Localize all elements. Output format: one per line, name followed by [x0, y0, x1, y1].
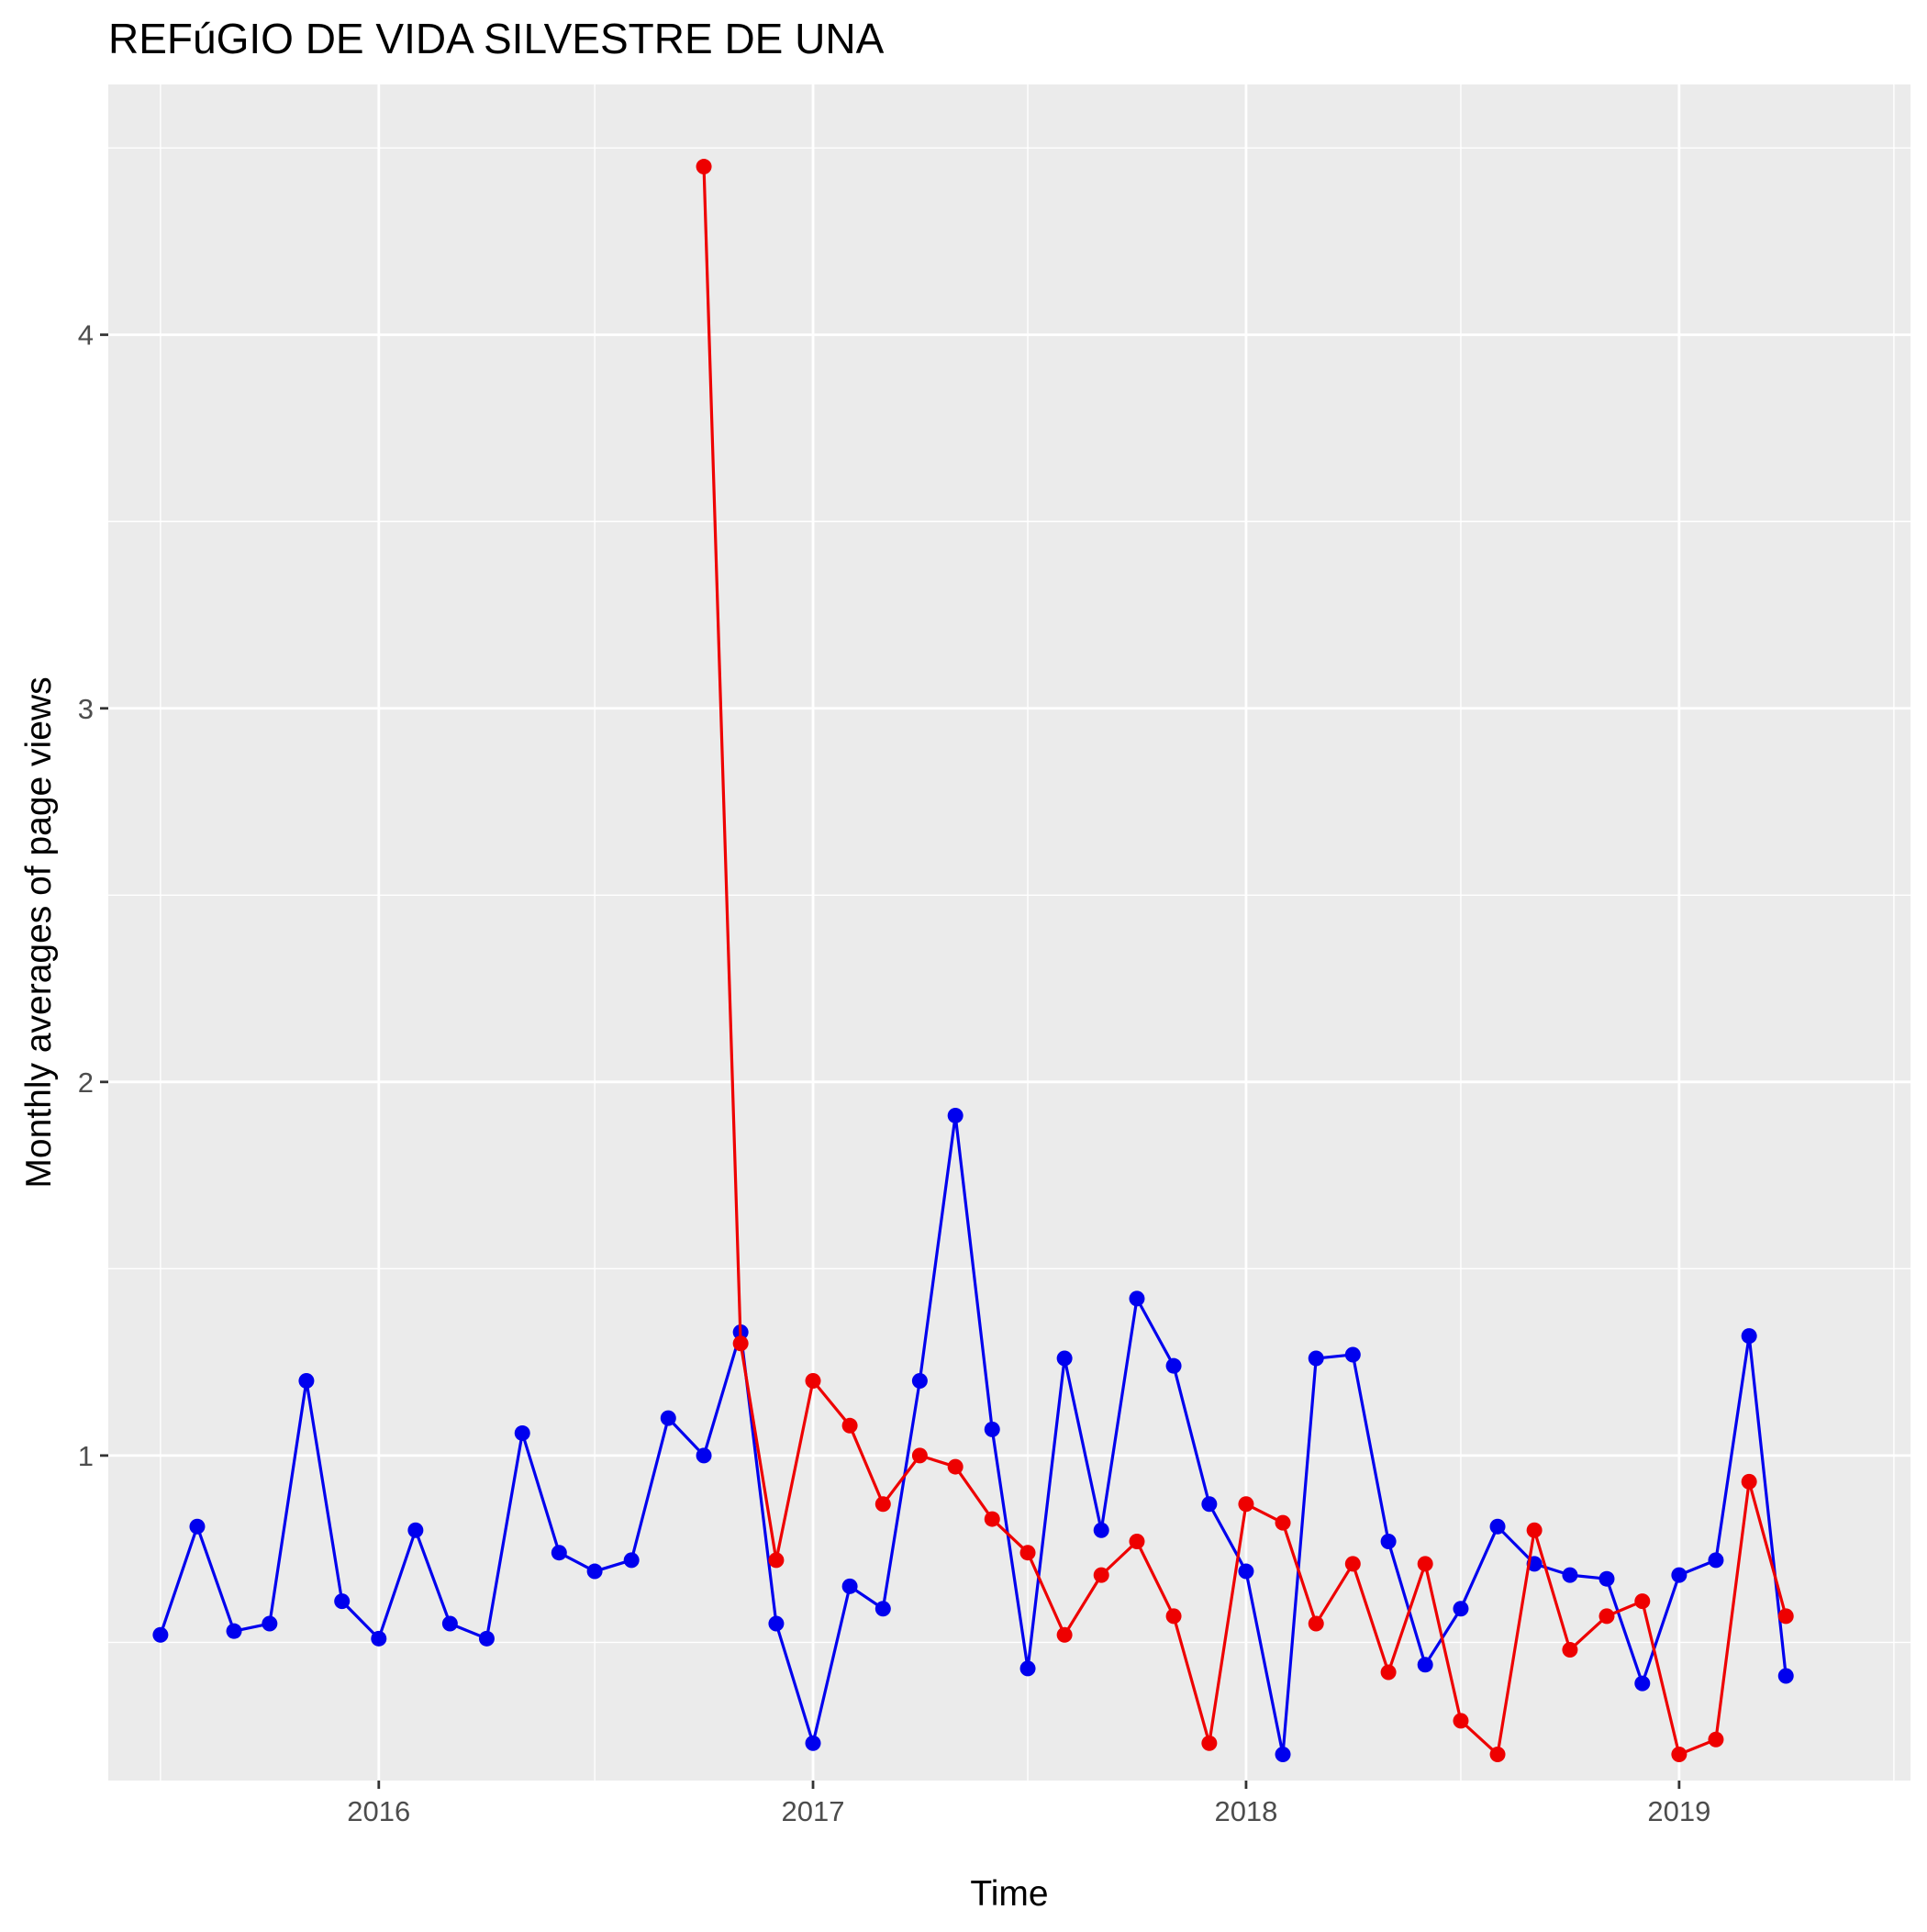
x-axis-title: Time [970, 1874, 1048, 1914]
series-2-point [874, 1496, 891, 1513]
y-tick-label: 2 [78, 1067, 94, 1099]
series-1-point [1489, 1518, 1506, 1535]
series-2-point [1489, 1747, 1506, 1763]
series-1-point [441, 1615, 458, 1632]
series-2-point [1019, 1545, 1036, 1561]
series-1-point [874, 1601, 891, 1617]
series-2-point [1165, 1608, 1182, 1625]
series-1-point [586, 1563, 603, 1580]
major-gridlines [108, 84, 1910, 1781]
series-1-point [1344, 1346, 1361, 1363]
series-2-point [1741, 1473, 1757, 1490]
series-1-point [623, 1552, 640, 1569]
series-1-point [768, 1615, 785, 1632]
series-1-point [298, 1372, 315, 1389]
series-2-point [1201, 1735, 1218, 1751]
series-2-point [1562, 1642, 1578, 1658]
series-2-point [768, 1552, 785, 1569]
x-axis-tick-labels: 2016 2017 2018 2019 [347, 1795, 1710, 1827]
y-tick-label: 4 [78, 319, 94, 352]
series-1-point [1093, 1522, 1109, 1538]
series-1-point [984, 1421, 1000, 1437]
series-1-point [1165, 1357, 1182, 1374]
series-2-point [841, 1417, 858, 1434]
series-1-line [159, 1113, 1788, 1757]
series-2-point [1634, 1593, 1651, 1610]
series-1-point [911, 1372, 928, 1389]
series-2-point [1777, 1608, 1794, 1625]
series-2-point [1417, 1556, 1433, 1572]
series-1-point [1308, 1350, 1324, 1367]
series-2-point [1056, 1626, 1073, 1643]
series-2-point [696, 159, 712, 175]
series-1-point [1238, 1563, 1254, 1580]
series-1-point [1201, 1496, 1218, 1513]
chart-title: REFúGIO DE VIDA SILVESTRE DE UNA [108, 15, 885, 62]
series-2-point [1238, 1496, 1254, 1513]
series-1-point [696, 1447, 712, 1464]
x-tick-label: 2019 [1647, 1795, 1710, 1827]
series-1-point [152, 1626, 169, 1643]
series-2-point [1129, 1533, 1145, 1549]
series-2-point [1526, 1522, 1543, 1538]
x-tick-label: 2016 [347, 1795, 410, 1827]
series-1-point [1417, 1657, 1433, 1673]
series-layer [152, 159, 1794, 1763]
series-1-point [262, 1615, 278, 1632]
series-2 [696, 159, 1794, 1763]
series-2-point [1671, 1747, 1688, 1763]
y-tick-label: 3 [78, 693, 94, 725]
x-tick-label: 2018 [1214, 1795, 1277, 1827]
series-1-point [660, 1410, 676, 1426]
series-1-point [1380, 1533, 1397, 1549]
series-1-point [1275, 1747, 1291, 1763]
series-2-point [911, 1447, 928, 1464]
series-1-point [1598, 1570, 1615, 1587]
series-1-point [1129, 1290, 1145, 1307]
series-2-point [1275, 1514, 1291, 1531]
series-1-point [189, 1518, 206, 1535]
series-2-point [984, 1511, 1000, 1527]
series-2-point [1093, 1567, 1109, 1583]
series-1-point [478, 1630, 495, 1647]
series-1-point [947, 1107, 964, 1123]
series-1-point [1056, 1350, 1073, 1367]
y-axis-tick-labels: 1 2 3 4 [78, 319, 94, 1472]
series-1-point [371, 1630, 387, 1647]
series-1-point [407, 1522, 424, 1538]
series-2-point [1708, 1731, 1724, 1748]
series-1-point [841, 1578, 858, 1594]
series-1-point [1671, 1567, 1688, 1583]
y-tick-label: 1 [78, 1440, 94, 1472]
series-1-point [1019, 1660, 1036, 1677]
series-1-point [1634, 1675, 1651, 1692]
series-2-point [732, 1335, 749, 1352]
series-1-point [551, 1545, 567, 1561]
x-tick-label: 2017 [782, 1795, 845, 1827]
series-2-point [947, 1458, 964, 1475]
series-1-point [1741, 1328, 1757, 1345]
series-2-point [1344, 1556, 1361, 1572]
axis-ticks [100, 333, 1681, 1789]
series-2-point [805, 1372, 821, 1389]
series-2-point [1308, 1615, 1324, 1632]
series-2-point [1453, 1713, 1469, 1729]
series-1-point [226, 1623, 242, 1639]
plot-panel [108, 84, 1910, 1781]
series-1-point [1453, 1601, 1469, 1617]
series-1-point [1777, 1668, 1794, 1684]
series-2-point [1380, 1664, 1397, 1681]
minor-gridlines [108, 84, 1910, 1781]
series-1-point [1562, 1567, 1578, 1583]
y-axis-title: Monthly averages of page views [19, 676, 59, 1188]
series-1-point [805, 1735, 821, 1751]
series-1-point [1708, 1552, 1724, 1569]
series-1-point [514, 1424, 530, 1441]
series-2-point [1598, 1608, 1615, 1625]
series-1-point [334, 1593, 351, 1610]
series-1 [152, 1107, 1794, 1763]
